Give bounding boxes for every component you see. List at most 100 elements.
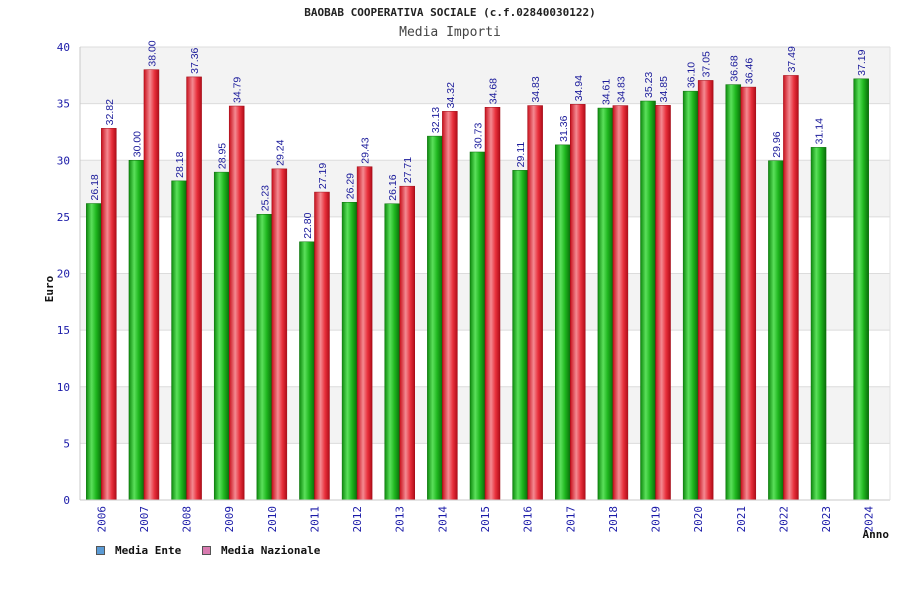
bar-media-nazionale: [442, 111, 458, 501]
bar-media-nazionale: [399, 185, 415, 501]
legend-label-media-nazionale: Media Nazionale: [221, 543, 321, 557]
y-tick-label: 40: [57, 41, 70, 54]
x-tick-label: 2017: [564, 506, 577, 533]
bar-media-ente: [512, 170, 528, 501]
data-label: 29.43: [360, 137, 372, 163]
x-tick-label: 2014: [436, 506, 449, 533]
data-label: 31.36: [558, 115, 570, 141]
data-label: 27.19: [317, 163, 329, 189]
bar-media-nazionale: [527, 105, 543, 501]
y-tick-label: 25: [57, 211, 70, 224]
x-tick-label: 2008: [181, 506, 194, 533]
data-labels: 26.18 30.00 28.18 28.95 25.23 22.80 26.29 26.16…: [89, 40, 868, 239]
bar-media-nazionale: [740, 86, 757, 501]
data-label: 37.05: [701, 51, 713, 77]
legend-label-media-ente: Media Ente: [115, 543, 182, 557]
data-label: 34.94: [573, 75, 585, 101]
x-tick-label: 2012: [351, 506, 364, 533]
bar-media-ente: [768, 160, 784, 501]
chart-subtitle: Media Importi: [399, 25, 501, 40]
bar-media-ente: [256, 214, 273, 501]
bar-media-nazionale: [612, 105, 629, 501]
bar-media-ente: [86, 203, 102, 501]
bar-media-nazionale: [271, 168, 288, 501]
bar-media-ente: [171, 180, 187, 501]
bar-media-ente: [427, 135, 443, 501]
bar-media-nazionale: [314, 191, 330, 501]
data-label: 36.10: [686, 62, 698, 88]
data-label: 31.14: [814, 118, 826, 144]
bar-media-ente: [341, 202, 358, 501]
y-tick-label: 0: [63, 494, 70, 507]
data-label: 34.68: [488, 78, 500, 104]
data-label: 36.46: [743, 58, 755, 84]
data-label: 34.83: [615, 76, 627, 102]
bar-media-nazionale: [697, 80, 714, 501]
data-label: 37.49: [786, 46, 798, 72]
data-label: 32.82: [104, 99, 116, 125]
x-tick-label: 2006: [95, 506, 108, 533]
bar-media-nazionale: [570, 104, 586, 501]
bars: [86, 69, 869, 501]
data-label: 36.68: [728, 55, 740, 81]
y-tick-label: 10: [57, 381, 70, 394]
data-label: 28.95: [217, 143, 229, 169]
bar-media-nazionale: [186, 76, 202, 501]
x-tick-label: 2018: [607, 506, 620, 533]
bar-media-ente: [299, 241, 315, 501]
data-label: 26.18: [89, 174, 101, 200]
data-label: 29.24: [274, 139, 286, 165]
bar-media-ente: [682, 90, 699, 501]
bar-media-ente: [810, 147, 827, 501]
y-axis-ticks: 0 5 10 15 20 25 30 35 40: [57, 41, 70, 507]
y-axis-label: Euro: [43, 275, 56, 302]
x-axis-ticks: 2006 2007 2008 2009 2010 2011 2012 2013 2014 2015…: [95, 506, 875, 533]
data-label: 29.96: [771, 131, 783, 157]
data-label: 26.29: [345, 173, 357, 199]
bar-media-nazionale: [484, 106, 501, 501]
bar-media-nazionale: [101, 128, 117, 501]
x-tick-label: 2021: [735, 506, 748, 533]
data-label: 34.83: [530, 76, 542, 102]
legend-item-media-nazionale: Media Nazionale: [202, 542, 320, 558]
data-label: 26.16: [387, 174, 399, 200]
legend-item-media-ente: Media Ente: [96, 542, 181, 558]
data-label: 37.19: [856, 49, 868, 75]
bar-media-nazionale: [143, 69, 160, 501]
x-tick-label: 2007: [138, 506, 151, 533]
y-tick-label: 5: [63, 437, 70, 450]
data-label: 34.32: [445, 82, 457, 108]
legend-swatch-media-nazionale: [202, 545, 211, 555]
x-tick-label: 2016: [522, 506, 535, 533]
bar-media-ente: [384, 203, 400, 501]
bar-media-nazionale: [356, 166, 373, 501]
data-label: 29.11: [515, 142, 527, 168]
bar-media-nazionale: [655, 105, 671, 501]
bar-media-nazionale: [783, 75, 799, 501]
x-tick-label: 2010: [266, 506, 279, 533]
y-tick-label: 30: [57, 154, 70, 167]
x-tick-label: 2023: [820, 506, 833, 533]
bar-media-nazionale: [228, 105, 245, 501]
bar-media-ente: [555, 144, 571, 501]
x-tick-label: 2020: [692, 506, 705, 533]
x-tick-label: 2013: [394, 506, 407, 533]
bar-media-ente: [853, 78, 869, 501]
data-label: 37.36: [189, 47, 201, 73]
bar-media-ente: [597, 107, 614, 501]
data-label: 25.23: [259, 185, 271, 211]
x-tick-label: 2019: [650, 506, 663, 533]
bar-media-ente: [640, 100, 656, 501]
data-label: 38.00: [146, 40, 158, 66]
bar-media-ente: [128, 160, 145, 501]
bar-media-ente: [725, 84, 742, 501]
data-label: 27.71: [402, 157, 414, 183]
x-axis-label: Anno: [863, 528, 890, 541]
data-label: 34.61: [600, 79, 612, 105]
y-tick-label: 20: [57, 268, 70, 281]
x-tick-label: 2011: [308, 506, 321, 533]
data-label: 32.13: [430, 107, 442, 133]
bar-media-ente: [469, 151, 486, 501]
data-label: 28.18: [174, 151, 186, 177]
